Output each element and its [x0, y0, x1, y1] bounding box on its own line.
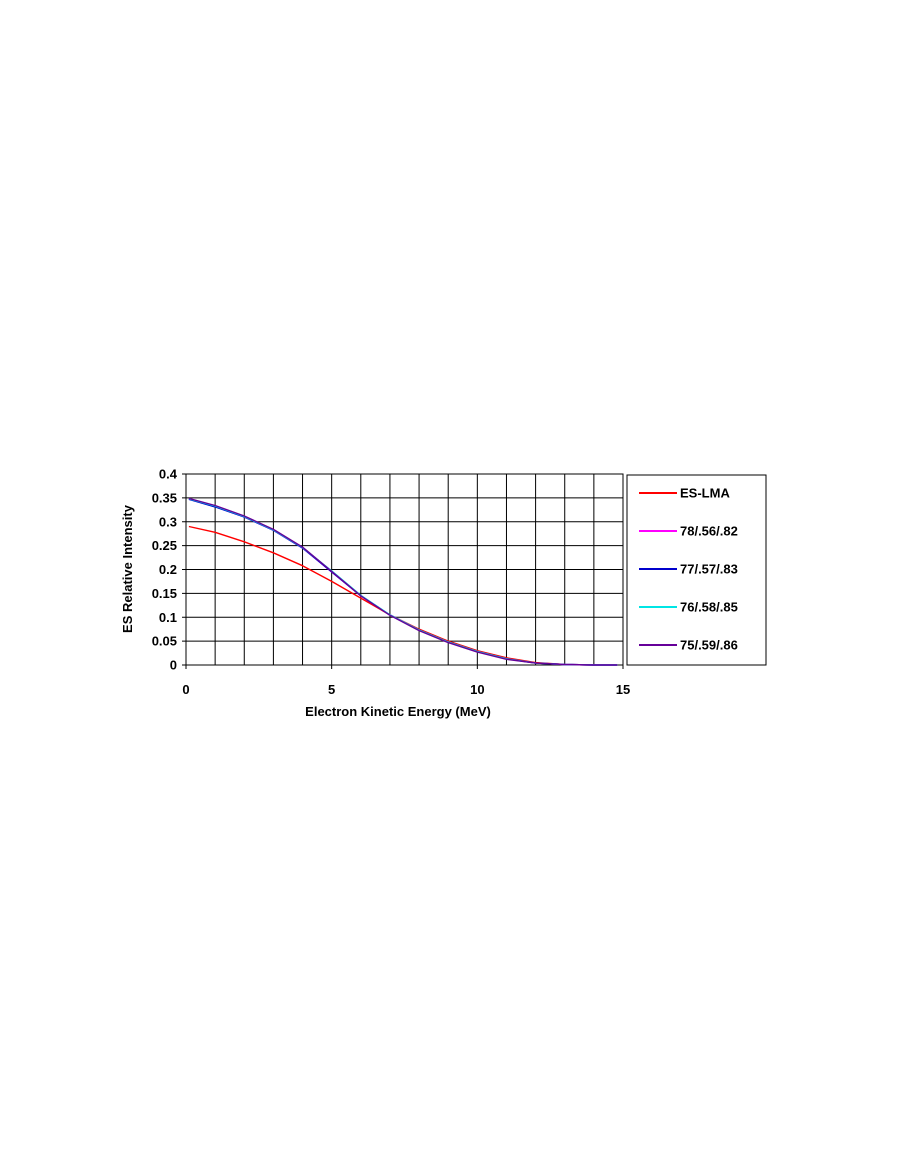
legend-label: 78/.56/.82 — [680, 524, 738, 539]
grid-lines — [185, 473, 624, 666]
legend-label: ES-LMA — [680, 486, 730, 501]
y-tick-label: 0 — [170, 658, 177, 673]
x-tick-label: 15 — [616, 682, 630, 697]
y-axis-label: ES Relative Intensity — [120, 504, 135, 633]
x-tick-label: 5 — [328, 682, 335, 697]
y-tick-label: 0.1 — [159, 610, 177, 625]
y-tick-label: 0.15 — [152, 586, 177, 601]
y-tick-label: 0.25 — [152, 538, 177, 553]
y-tick-label: 0.4 — [159, 467, 178, 482]
series-line-4 — [188, 498, 618, 666]
legend-label: 75/.59/.86 — [680, 638, 738, 653]
x-tick-label: 0 — [182, 682, 189, 697]
legend-label: 77/.57/.83 — [680, 562, 738, 577]
series-lines — [188, 497, 618, 666]
legend: ES-LMA 78/.56/.82 77/.57/.83 76/.58/.85 75/.… — [626, 474, 767, 666]
series-line-5 — [188, 497, 618, 666]
y-tick-label: 0.2 — [159, 562, 177, 577]
y-tick-label: 0.35 — [152, 490, 177, 505]
y-tick-label: 0.3 — [159, 514, 177, 529]
y-tick-label: 0.05 — [152, 634, 177, 649]
x-axis-ticks: 0 5 10 15 — [182, 665, 630, 697]
series-line-3 — [188, 498, 618, 666]
x-tick-label: 10 — [470, 682, 484, 697]
series-line-2 — [188, 498, 618, 666]
y-axis-ticks: 0 0.05 0.1 0.15 0.2 0.25 0.3 0.35 0.4 — [152, 467, 186, 673]
legend-label: 76/.58/.85 — [680, 600, 738, 615]
x-axis-label: Electron Kinetic Energy (MeV) — [305, 704, 491, 719]
series-line-1 — [188, 525, 618, 666]
